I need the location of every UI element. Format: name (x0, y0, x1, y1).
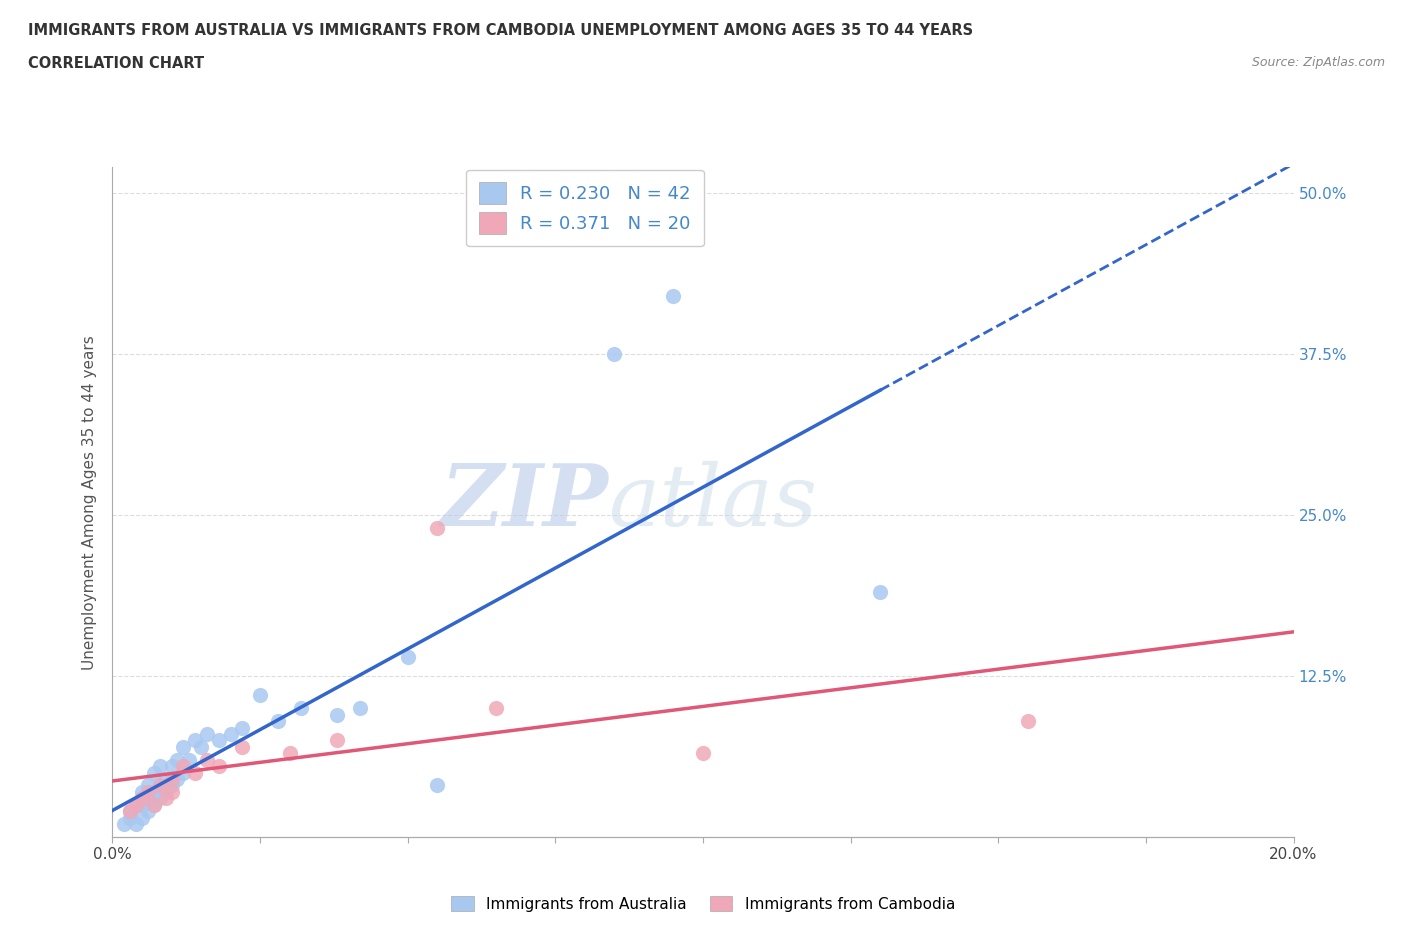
Point (1017, 713, 1039, 728)
Point (278, 746, 301, 761)
Point (396, 649, 419, 664)
Y-axis label: Unemployment Among Ages 35 to 44 years: Unemployment Among Ages 35 to 44 years (82, 335, 97, 670)
Point (155, 790, 177, 805)
Point (120, 804, 142, 818)
Point (131, 790, 153, 805)
Point (349, 701, 371, 716)
Point (155, 785, 177, 800)
Point (149, 759, 172, 774)
Point (136, 804, 159, 818)
Point (426, 778, 449, 793)
Text: IMMIGRANTS FROM AUSTRALIA VS IMMIGRANTS FROM CAMBODIA UNEMPLOYMENT AMONG AGES 35: IMMIGRANTS FROM AUSTRALIA VS IMMIGRANTS … (28, 23, 973, 38)
Point (112, 817, 135, 831)
Point (136, 785, 159, 800)
Point (692, 746, 714, 761)
Point (120, 810, 142, 825)
Point (184, 733, 207, 748)
Point (149, 778, 172, 793)
Point (149, 778, 172, 793)
Point (125, 817, 148, 831)
Point (231, 739, 253, 754)
Point (662, 288, 685, 303)
Point (485, 701, 508, 716)
Point (142, 797, 165, 812)
Legend: R = 0.230   N = 42, R = 0.371   N = 20: R = 0.230 N = 42, R = 0.371 N = 20 (467, 170, 703, 246)
Point (172, 765, 194, 780)
Point (184, 765, 207, 780)
Point (219, 726, 242, 741)
Point (290, 701, 312, 716)
Point (603, 347, 626, 362)
Point (195, 726, 218, 741)
Point (231, 720, 253, 735)
Point (160, 772, 183, 787)
Point (208, 759, 231, 774)
Point (155, 772, 177, 787)
Point (172, 759, 194, 774)
Point (160, 778, 183, 793)
Point (166, 772, 188, 787)
Text: atlas: atlas (609, 461, 818, 543)
Point (136, 790, 159, 805)
Point (869, 585, 891, 600)
Point (142, 765, 165, 780)
Point (166, 752, 188, 767)
Legend: Immigrants from Australia, Immigrants from Cambodia: Immigrants from Australia, Immigrants fr… (444, 889, 962, 918)
Point (125, 797, 148, 812)
Point (160, 785, 183, 800)
Text: ZIP: ZIP (440, 460, 609, 544)
Point (179, 752, 201, 767)
Point (149, 790, 172, 805)
Point (326, 733, 349, 748)
Text: Source: ZipAtlas.com: Source: ZipAtlas.com (1251, 56, 1385, 69)
Text: CORRELATION CHART: CORRELATION CHART (28, 56, 204, 71)
Point (172, 739, 194, 754)
Point (190, 739, 212, 754)
Point (125, 797, 148, 812)
Point (142, 797, 165, 812)
Point (142, 785, 165, 800)
Point (326, 707, 349, 722)
Point (208, 733, 231, 748)
Point (131, 810, 153, 825)
Point (426, 521, 449, 536)
Point (131, 785, 153, 800)
Point (136, 778, 159, 793)
Point (160, 759, 183, 774)
Point (131, 797, 153, 812)
Point (267, 713, 290, 728)
Point (249, 688, 271, 703)
Point (195, 752, 218, 767)
Point (120, 804, 142, 818)
